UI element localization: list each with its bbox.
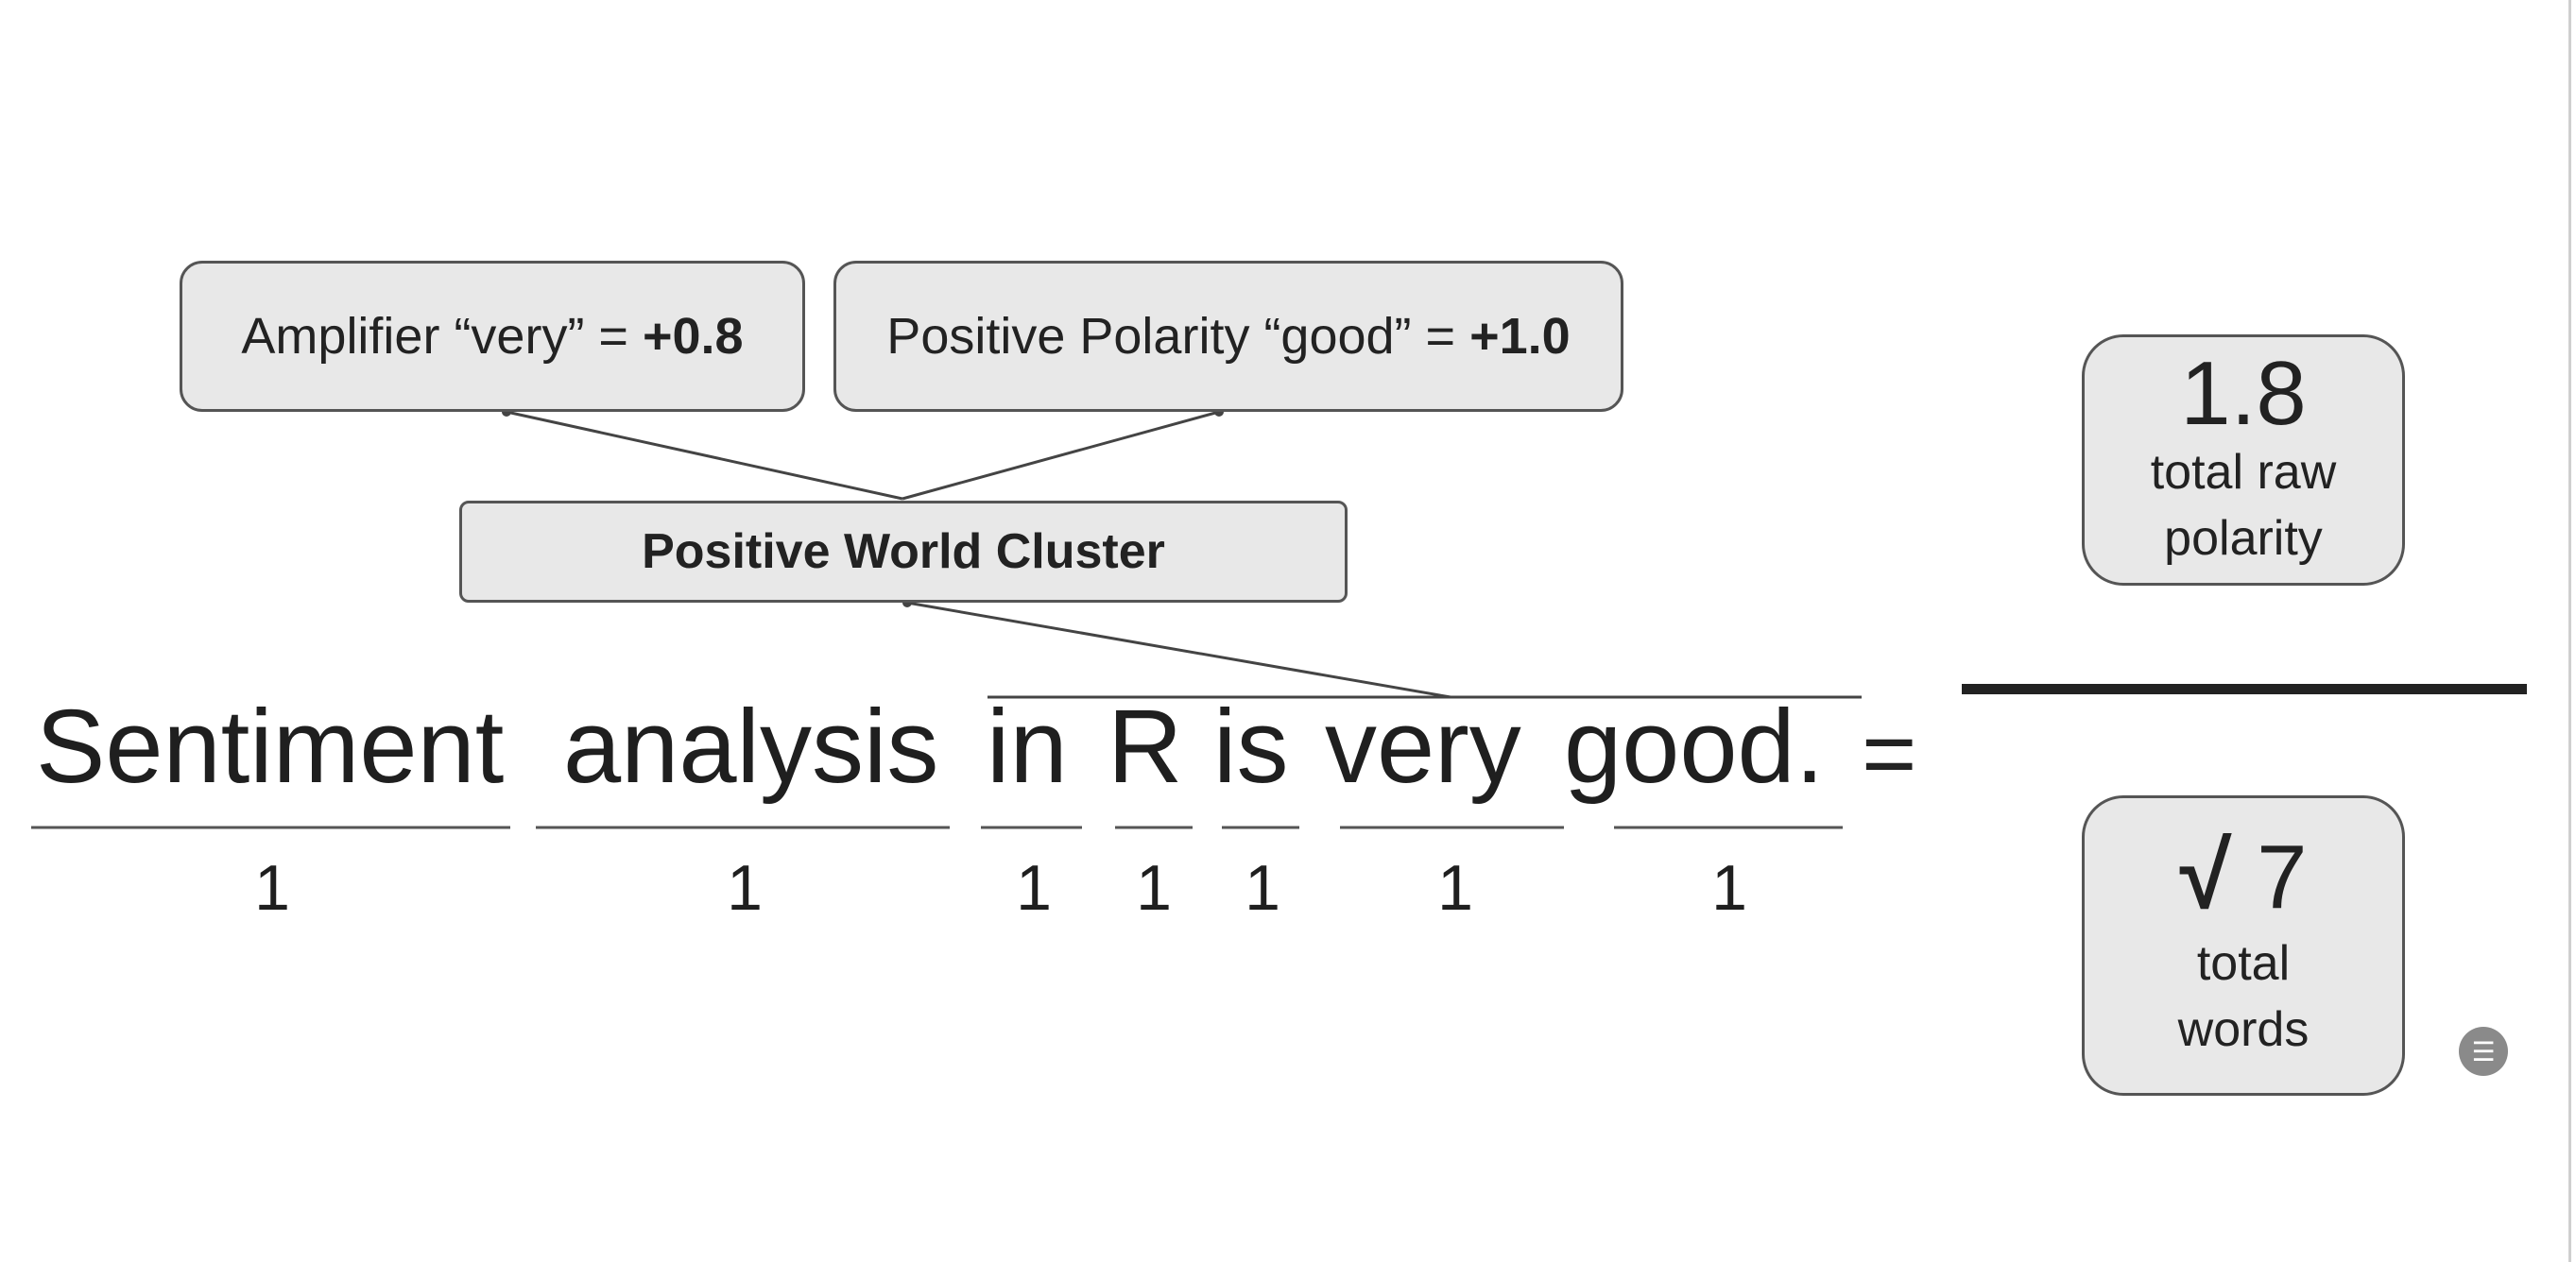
polarity-text: Positive Polarity “good” = [886, 308, 1470, 365]
amplifier-value: +0.8 [642, 308, 744, 365]
numerator-label-line1: total raw [2150, 444, 2337, 500]
fraction-bar [1962, 684, 2527, 694]
line-polarity-to-cluster [902, 410, 1220, 501]
numerator-value: 1.8 [2180, 342, 2307, 444]
numerator-box: 1.8 total raw polarity [2082, 334, 2405, 586]
word-very: very [1325, 689, 1521, 805]
word-sentiment: Sentiment [36, 689, 505, 805]
denominator-expression: √ 7 [2180, 828, 2308, 923]
scrollbar-edge [2568, 0, 2571, 1262]
word-good: good. [1564, 689, 1825, 805]
denominator-value: 7 [2257, 826, 2308, 928]
denominator-label-line2: words [2177, 1002, 2310, 1057]
polarity-value: +1.0 [1469, 308, 1571, 365]
positive-world-cluster-box: Positive World Cluster [459, 501, 1348, 603]
count-good: 1 [1711, 852, 1747, 924]
positive-polarity-box: Positive Polarity “good” = +1.0 [833, 261, 1623, 412]
line-cluster-to-words [906, 601, 1451, 699]
cluster-label: Positive World Cluster [642, 524, 1165, 579]
amplifier-box: Amplifier “very” = +0.8 [180, 261, 805, 412]
word-is: is [1213, 689, 1289, 805]
line-amplifier-to-cluster [506, 410, 903, 501]
count-in: 1 [1016, 852, 1052, 924]
sqrt-symbol: √ [2179, 822, 2232, 929]
denominator-box: √ 7 total words [2082, 795, 2405, 1096]
denominator-label-line1: total [2196, 935, 2291, 991]
count-sentiment: 1 [254, 852, 290, 924]
word-analysis: analysis [563, 689, 939, 805]
equals-sign: = [1862, 701, 1917, 807]
count-is: 1 [1245, 852, 1280, 924]
count-very: 1 [1437, 852, 1473, 924]
scroll-icon[interactable]: ☰ [2459, 1027, 2508, 1076]
numerator-label-line2: polarity [2164, 511, 2323, 566]
amplifier-text: Amplifier “very” = [241, 308, 643, 365]
count-analysis: 1 [727, 852, 763, 924]
count-r: 1 [1136, 852, 1172, 924]
word-r: R [1108, 689, 1183, 805]
word-in: in [987, 689, 1068, 805]
